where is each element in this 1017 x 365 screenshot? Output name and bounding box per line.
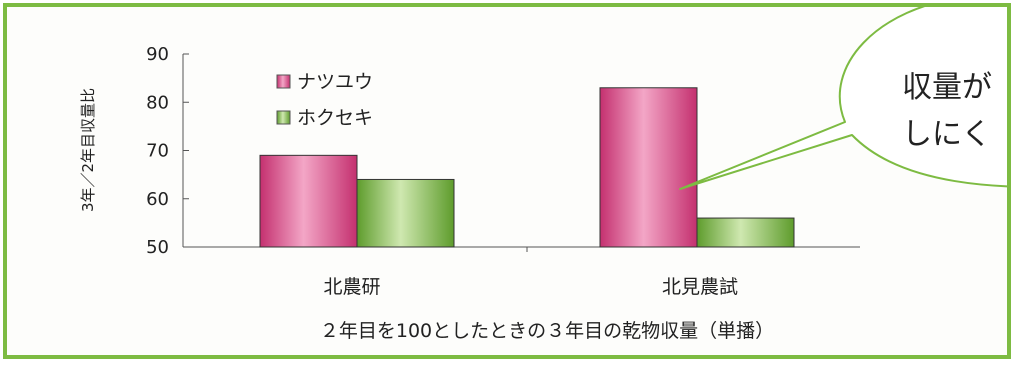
bars: [259, 87, 795, 248]
chart-caption: ２年目を100としたときの３年目の乾物収量（単播）: [320, 320, 774, 342]
legend-label-hokuseki: ホクセキ: [297, 107, 373, 129]
callout-line-2: しにく: [902, 117, 991, 152]
callout-bubble: 収量が しにく: [679, 7, 1007, 190]
chart-svg: 3年／2年目収量比 50 60 70 80 90 北農研 北見農試 ナツユウ ホクセキ ２…: [79, 7, 1007, 342]
callout-shape: [679, 7, 1007, 190]
legend-label-natsuyu: ナツユウ: [297, 71, 373, 93]
bar-natsuyu-0: [259, 154, 358, 248]
legend: ナツユウ ホクセキ: [276, 71, 373, 129]
bar-natsuyu-1: [599, 87, 698, 248]
y-tick-label: 70: [146, 141, 169, 162]
chart-frame: 3年／2年目収量比 50 60 70 80 90 北農研 北見農試 ナツユウ ホクセキ ２…: [3, 3, 1011, 359]
y-tick-label: 60: [146, 189, 169, 210]
bar-hokuseki-0: [356, 178, 455, 248]
x-tick-label: 北農研: [323, 276, 380, 298]
legend-swatch-hokuseki: [276, 110, 291, 125]
bar-hokuseki-1: [696, 217, 795, 248]
y-tick-label: 90: [146, 44, 169, 65]
x-tick-labels: 北農研 北見農試: [323, 276, 738, 298]
legend-swatch-natsuyu: [276, 74, 291, 89]
y-axis-label: 3年／2年目収量比: [79, 88, 97, 212]
callout-line-1: 収量が: [902, 70, 992, 105]
x-tick-label: 北見農試: [662, 276, 738, 298]
y-tick-label: 50: [146, 237, 169, 258]
y-tick-label: 80: [146, 92, 169, 113]
